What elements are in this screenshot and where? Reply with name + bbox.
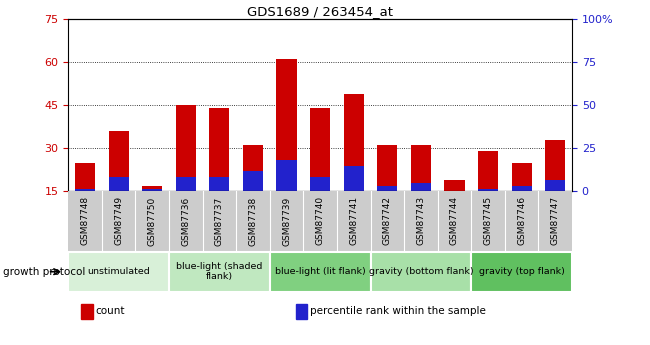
Text: GSM87741: GSM87741 [349, 196, 358, 245]
Bar [512, 186, 532, 191]
Bar [344, 166, 364, 191]
Text: GSM87748: GSM87748 [81, 196, 90, 245]
Bar [243, 146, 263, 191]
Bar [176, 177, 196, 191]
Text: GSM87740: GSM87740 [316, 196, 324, 245]
Text: GSM87736: GSM87736 [181, 196, 190, 246]
Bar [377, 186, 397, 191]
Text: GSM87738: GSM87738 [248, 196, 257, 246]
Title: GDS1689 / 263454_at: GDS1689 / 263454_at [247, 5, 393, 18]
Bar [411, 183, 431, 191]
Text: gravity (bottom flank): gravity (bottom flank) [369, 267, 473, 276]
Text: blue-light (lit flank): blue-light (lit flank) [275, 267, 365, 276]
Bar [471, 252, 572, 292]
Bar [243, 171, 263, 191]
Text: blue-light (shaded
flank): blue-light (shaded flank) [176, 262, 263, 282]
Bar [310, 108, 330, 191]
Bar [310, 177, 330, 191]
Bar [545, 180, 566, 191]
Bar [276, 59, 296, 191]
Bar [209, 108, 229, 191]
Bar [109, 131, 129, 191]
Bar [68, 252, 169, 292]
Bar [411, 146, 431, 191]
Text: GSM87745: GSM87745 [484, 196, 493, 245]
Bar [109, 177, 129, 191]
Bar [545, 140, 566, 191]
Bar [169, 252, 270, 292]
Bar [142, 186, 162, 191]
Bar [176, 105, 196, 191]
Bar [512, 163, 532, 191]
Bar [75, 189, 95, 191]
Bar [377, 146, 397, 191]
Text: GSM87743: GSM87743 [417, 196, 425, 245]
Text: growth protocol: growth protocol [3, 267, 86, 277]
Bar [270, 252, 370, 292]
Text: unstimulated: unstimulated [87, 267, 150, 276]
Text: GSM87747: GSM87747 [551, 196, 560, 245]
Text: GSM87742: GSM87742 [383, 196, 392, 245]
Bar [370, 252, 471, 292]
Text: GSM87750: GSM87750 [148, 196, 157, 246]
Bar [445, 180, 465, 191]
Text: GSM87749: GSM87749 [114, 196, 123, 245]
Bar [478, 151, 498, 191]
Text: GSM87746: GSM87746 [517, 196, 526, 245]
Text: count: count [96, 306, 125, 316]
Bar [344, 94, 364, 191]
Bar [142, 189, 162, 191]
Bar [276, 160, 296, 191]
Text: GSM87744: GSM87744 [450, 196, 459, 245]
Text: gravity (top flank): gravity (top flank) [478, 267, 565, 276]
Bar [209, 177, 229, 191]
Text: GSM87739: GSM87739 [282, 196, 291, 246]
Bar [75, 163, 95, 191]
Text: percentile rank within the sample: percentile rank within the sample [310, 306, 486, 316]
Bar [478, 189, 498, 191]
Text: GSM87737: GSM87737 [215, 196, 224, 246]
